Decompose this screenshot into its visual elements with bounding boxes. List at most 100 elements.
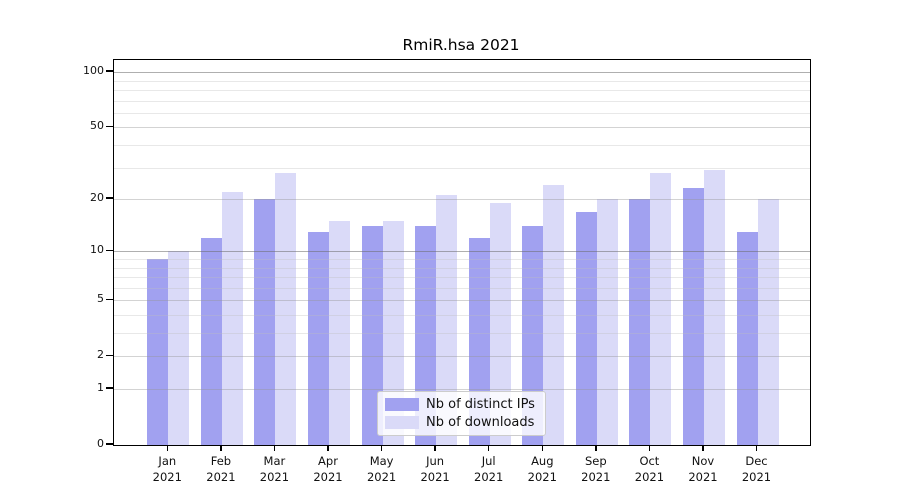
gridline-5 (114, 300, 810, 302)
gridline-40 (114, 145, 810, 146)
y-tick-20 (106, 197, 113, 199)
x-tick-label-jul: Jul 2021 (457, 453, 521, 485)
gridline-10 (114, 251, 810, 253)
bar-distinct-ips-may (361, 226, 383, 445)
x-label-month: Oct (639, 454, 660, 468)
bar-downloads-aug (543, 185, 565, 445)
bar-downloads-dec (757, 199, 779, 445)
gridline-6 (114, 287, 810, 289)
y-tick-5 (106, 298, 113, 300)
y-tick-label-0: 0 (97, 437, 104, 450)
y-tick-label-20: 20 (90, 191, 104, 205)
x-label-month: Aug (531, 454, 554, 468)
x-tick-jan (166, 445, 169, 451)
gridline-3 (114, 333, 810, 334)
y-tick-1 (106, 387, 113, 389)
legend-item-distinct-ips: Nb of distinct IPs (385, 398, 538, 411)
x-tick-label-jun: Jun 2021 (403, 453, 467, 485)
x-tick-label-feb: Feb 2021 (189, 453, 253, 485)
x-tick-label-mar: Mar 2021 (242, 453, 306, 485)
x-label-month: Feb (210, 454, 232, 468)
gridline-4 (114, 315, 810, 316)
x-label-month: Apr (318, 454, 338, 468)
gridline-7 (114, 277, 810, 278)
legend-item-downloads: Nb of downloads (385, 416, 538, 429)
y-tick-2 (106, 354, 113, 356)
bar-downloads-may (382, 221, 404, 445)
x-label-month: Jul (481, 454, 496, 468)
x-label-year: 2021 (741, 470, 772, 484)
gridline-8 (114, 267, 810, 269)
x-tick-jun (434, 445, 436, 451)
bar-distinct-ips-sep (575, 211, 597, 445)
y-tick-label-10: 10 (90, 243, 104, 257)
x-tick-apr (327, 445, 329, 451)
gridline-1 (114, 389, 810, 390)
gridline-70 (114, 100, 810, 102)
x-label-month: Dec (745, 454, 768, 468)
bar-distinct-ips-dec (736, 231, 758, 445)
x-tick-oct (648, 445, 651, 451)
x-tick-label-dec: Dec 2021 (725, 453, 789, 485)
y-tick-100 (106, 70, 113, 72)
bar-distinct-ips-apr (308, 231, 329, 445)
x-tick-mar (273, 445, 276, 451)
x-tick-label-aug: Aug 2021 (510, 453, 574, 485)
bar-distinct-ips-jun (415, 226, 437, 445)
x-label-year: 2021 (474, 470, 504, 484)
x-label-year: 2021 (259, 470, 290, 484)
bar-downloads-apr (329, 221, 350, 445)
x-label-year: 2021 (688, 470, 718, 484)
y-tick-label-5: 5 (97, 292, 104, 306)
bar-downloads-jan (168, 251, 190, 445)
legend-swatch-downloads (385, 416, 419, 429)
bar-distinct-ips-jan (147, 259, 169, 445)
x-label-year: 2021 (527, 470, 557, 484)
x-tick-label-oct: Oct 2021 (617, 453, 681, 485)
x-label-year: 2021 (420, 470, 450, 484)
legend-label-distinct-ips: Nb of distinct IPs (426, 397, 535, 412)
x-label-month: Mar (263, 454, 286, 468)
bar-downloads-feb (221, 191, 243, 445)
plot-area (113, 59, 811, 446)
x-tick-label-apr: Apr 2021 (296, 453, 360, 485)
bar-downloads-nov (703, 170, 725, 445)
gridline-2 (114, 356, 810, 358)
gridline-90 (114, 80, 810, 82)
bar-distinct-ips-mar (254, 199, 276, 445)
x-tick-label-sep: Sep 2021 (564, 453, 628, 485)
gridline-80 (114, 90, 810, 91)
bar-distinct-ips-aug (522, 226, 544, 445)
y-tick-label-100: 100 (83, 64, 104, 78)
gridline-60 (114, 112, 810, 114)
x-tick-may (380, 445, 383, 451)
x-tick-label-jan: Jan 2021 (135, 453, 199, 485)
y-tick-label-1: 1 (97, 381, 104, 394)
legend-label-downloads: Nb of downloads (426, 415, 535, 430)
x-label-year: 2021 (581, 470, 611, 484)
x-tick-label-may: May 2021 (350, 453, 414, 485)
x-label-month: Sep (584, 454, 607, 468)
y-tick-10 (106, 249, 113, 252)
x-label-year: 2021 (152, 470, 182, 484)
y-tick-label-50: 50 (90, 119, 104, 133)
x-tick-dec (755, 445, 758, 451)
x-tick-aug (541, 445, 543, 451)
bar-downloads-jun (436, 195, 458, 445)
gridline-30 (114, 167, 810, 169)
bar-downloads-jul (489, 203, 511, 445)
x-label-month: Nov (691, 454, 715, 468)
chart-title: RmiR.hsa 2021 (402, 36, 520, 54)
legend-swatch-distinct-ips (385, 398, 419, 411)
x-tick-nov (702, 445, 704, 451)
gridline-20 (114, 199, 810, 201)
x-label-year: 2021 (634, 470, 665, 484)
bar-downloads-sep (596, 199, 618, 445)
bar-distinct-ips-nov (682, 188, 704, 445)
x-tick-sep (595, 445, 597, 451)
gridline-9 (114, 259, 810, 260)
x-label-year: 2021 (206, 470, 236, 484)
plot-frame (114, 60, 810, 445)
x-tick-label-nov: Nov 2021 (671, 453, 735, 485)
x-tick-feb (220, 445, 222, 451)
